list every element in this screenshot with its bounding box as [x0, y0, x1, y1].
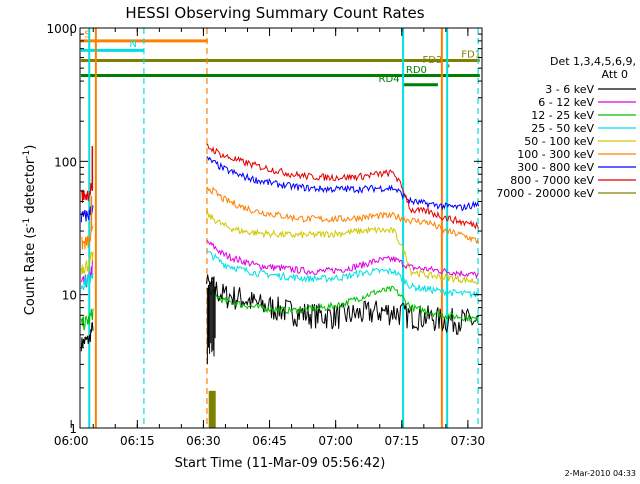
series-7000-20000-kev-bar [208, 390, 216, 428]
y-axis-label-mid: detector [23, 158, 38, 218]
y-axis-label-main: Count Rate (s [23, 227, 38, 316]
legend-header-attenuator: Att 0 [602, 68, 628, 81]
y-axis-label-end: ) [23, 145, 38, 150]
x-tick-label: 06:45 [252, 434, 287, 448]
x-axis-label: Start Time (11-Mar-09 05:56:42) [175, 456, 386, 471]
series-12-25-kev-post [206, 285, 480, 324]
series-100-300-kev-post [206, 186, 480, 244]
series-300-800-kev-post [206, 156, 480, 212]
series-800-7000-kev-post [206, 143, 480, 230]
series-50-100-kev-pre [80, 251, 94, 275]
legend-label: 6 - 12 keV [538, 96, 594, 109]
series-800-7000-kev-pre [80, 176, 94, 204]
x-tick-label: 07:15 [384, 434, 419, 448]
flag-label-n: N [129, 39, 136, 50]
y-tick-label: 1000 [46, 22, 77, 36]
legend-label: 800 - 7000 keV [510, 174, 594, 187]
x-tick-label: 06:00 [54, 434, 89, 448]
x-tick-label: 07:00 [318, 434, 353, 448]
legend-label: 100 - 300 keV [517, 148, 594, 161]
y-tick-label: 10 [62, 289, 77, 303]
legend-label: 3 - 6 keV [545, 83, 594, 96]
flag-label-rd4: RD4 [379, 74, 400, 85]
x-tick-label: 07:30 [451, 434, 486, 448]
series-6-12-kev-post [206, 240, 479, 280]
legend-header-detectors: Det 1,3,4,5,6,9, [550, 55, 636, 68]
legend-label: 12 - 25 keV [531, 109, 594, 122]
series-25-50-kev-pre [80, 273, 94, 291]
flag-label-fd1: FD1 [461, 50, 481, 61]
timestamp: 2-Mar-2010 04:33 [565, 469, 636, 478]
x-tick-label: 06:15 [120, 434, 155, 448]
legend-label: 50 - 100 keV [524, 135, 594, 148]
y-tick-label: 1 [69, 422, 77, 436]
x-tick-label: 06:30 [186, 434, 221, 448]
series-100-300-kev-pre [81, 226, 94, 250]
y-axis-label-sup2: -1 [22, 150, 32, 159]
flag-label-rd0: RD0 [406, 65, 427, 76]
legend-label: 7000 - 20000 keV [496, 187, 594, 200]
plot-frame [79, 27, 483, 429]
y-axis-label: Count Rate (s-1 detector-1) [22, 145, 38, 316]
legend-label: 25 - 50 keV [531, 122, 594, 135]
series-3-6-kev-pre [80, 321, 94, 352]
series-25-50-kev-post [206, 249, 480, 299]
series-12-25-kev-pre [80, 308, 94, 331]
chart-title: HESSI Observing Summary Count Rates [125, 4, 424, 22]
series-50-100-kev-post [206, 209, 479, 285]
y-tick-label: 100 [54, 155, 77, 169]
legend-label: 300 - 800 keV [517, 161, 594, 174]
flag-label-s: S [84, 29, 90, 40]
flag-label-fd2: FD2 [423, 55, 443, 66]
y-axis-label-sup1: -1 [22, 218, 32, 227]
